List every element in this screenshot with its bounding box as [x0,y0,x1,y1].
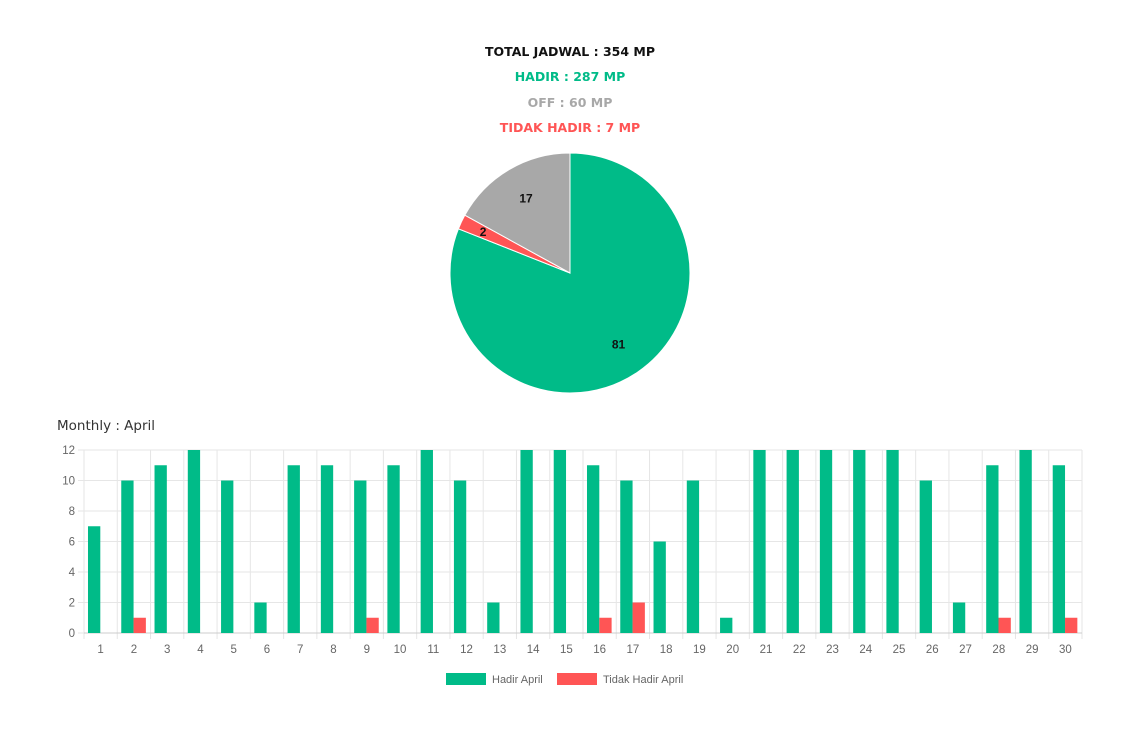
x-tick-label: 20 [726,644,739,656]
bar-hadir-april [819,450,833,633]
x-tick-label: 23 [826,644,839,656]
bar-hadir-april [221,480,234,633]
attendance-pie-chart: 81 2 17 [449,152,691,394]
x-tick-label: 11 [427,644,439,656]
x-tick-label: 13 [493,644,506,656]
legend-label-tidak-hadir-april: Tidak Hadir April [603,674,683,686]
bar-tidak-hadir-april [1065,617,1078,633]
tidak-hadir-label: TIDAK HADIR : 7 MP [499,120,641,135]
bar-hadir-april [986,465,999,633]
pie-label-tidak-hadir: 2 [480,225,487,239]
bar-hadir-april [786,450,799,633]
bar-tidak-hadir-april [133,617,146,633]
x-tick-label: 16 [593,644,606,656]
y-tick-label: 0 [69,628,75,640]
bar-hadir-april [387,465,400,633]
x-tick-label: 1 [97,644,103,656]
bar-tidak-hadir-april [366,617,379,633]
legend-label-hadir-april: Hadir April [492,674,543,686]
x-tick-label: 6 [264,644,270,656]
y-tick-label: 4 [69,567,76,579]
pie-slice-off [464,152,571,274]
bar-hadir-april [620,480,633,633]
x-tick-label: 21 [760,644,773,656]
x-tick-label: 3 [164,644,170,656]
bar-hadir-april [87,526,101,633]
y-tick-label: 10 [62,476,75,488]
x-tick-label: 17 [627,644,640,656]
bar-tidak-hadir-april [998,617,1011,633]
bar-hadir-april [553,450,567,633]
bar-hadir-april [287,465,300,633]
x-tick-label: 10 [394,644,407,656]
bar-hadir-april [420,450,433,633]
x-tick-label: 26 [926,644,939,656]
bar-hadir-april [453,480,467,633]
bar-hadir-april [853,450,866,633]
bar-hadir-april [686,480,700,633]
y-tick-label: 2 [69,598,75,610]
x-tick-label: 12 [460,644,473,656]
off-label: OFF : 60 MP [527,95,613,110]
x-tick-label: 8 [330,644,336,656]
pie-slice-hadir [449,152,691,394]
bar-hadir-april [1019,450,1032,633]
bar-hadir-april [320,465,334,633]
bar-hadir-april [121,480,134,633]
bar-hadir-april [520,450,533,633]
x-tick-label: 24 [859,644,872,656]
y-tick-label: 8 [69,506,75,518]
bar-hadir-april [187,450,201,633]
bar-hadir-april [919,480,932,633]
bar-hadir-april [952,602,966,633]
legend-swatch-hadir-april [446,673,486,685]
bar-tidak-hadir-april [599,617,612,633]
x-tick-label: 2 [131,644,137,656]
y-tick-label: 6 [69,537,75,549]
x-tick-label: 5 [230,644,236,656]
bar-hadir-april [720,617,733,633]
bar-hadir-april [1052,465,1066,633]
x-tick-label: 28 [992,644,1005,656]
hadir-label: HADIR : 287 MP [514,69,626,84]
bar-hadir-april [586,465,600,633]
x-tick-label: 4 [197,644,204,656]
x-tick-label: 29 [1026,644,1039,656]
y-tick-label: 12 [62,445,75,457]
x-tick-label: 15 [560,644,573,656]
pie-label-hadir: 81 [612,337,626,351]
monthly-chart-title: Monthly : April [57,418,156,434]
x-tick-label: 30 [1059,644,1072,656]
bar-hadir-april [354,480,367,633]
legend-swatch-tidak-hadir-april [557,673,597,685]
bar-tidak-hadir-april [632,602,645,633]
x-tick-label: 18 [660,644,673,656]
bar-hadir-april [487,602,500,633]
x-tick-label: 14 [527,644,540,656]
pie-label-off: 17 [519,192,533,206]
bar-hadir-april [653,541,666,633]
x-tick-label: 9 [364,644,370,656]
bar-hadir-april [753,450,766,633]
bar-hadir-april [154,465,167,633]
total-jadwal-label: TOTAL JADWAL : 354 MP [484,44,655,59]
x-tick-label: 19 [693,644,706,656]
bar-hadir-april [886,450,899,633]
x-tick-label: 27 [959,644,972,656]
x-tick-label: 22 [793,644,806,656]
x-tick-label: 25 [893,644,906,656]
x-tick-label: 7 [297,644,303,656]
bar-hadir-april [254,602,267,633]
